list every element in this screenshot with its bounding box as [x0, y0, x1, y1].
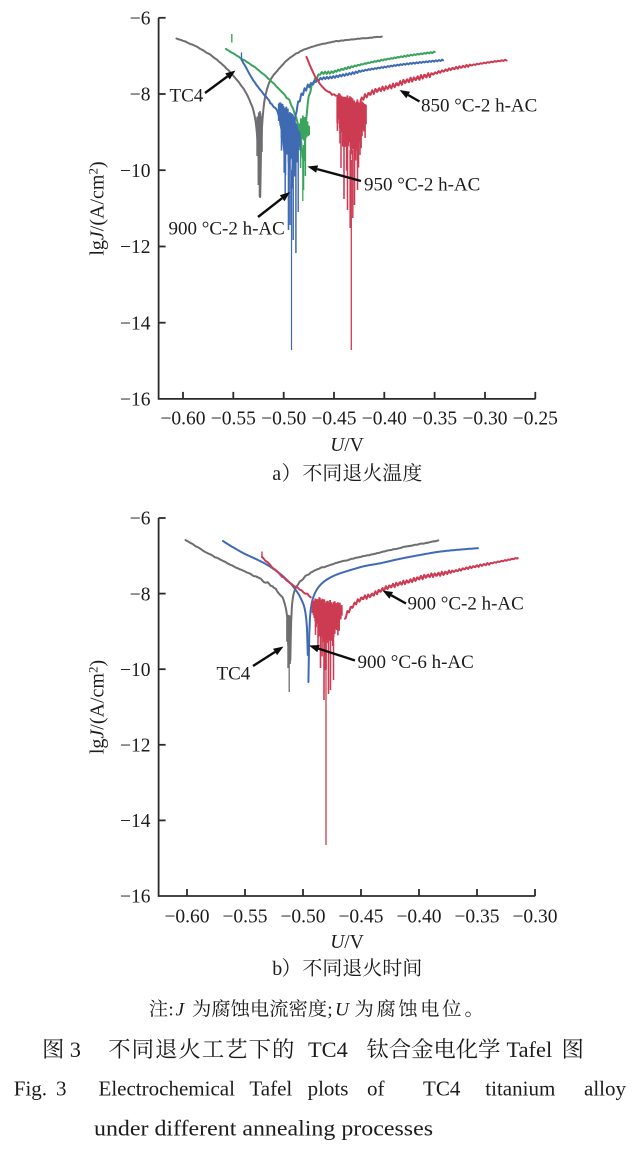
svg-text:U/V: U/V — [330, 435, 364, 456]
svg-text:−0.35: −0.35 — [454, 907, 499, 928]
svg-text:−0.60: −0.60 — [160, 408, 205, 429]
svg-text:−0.40: −0.40 — [362, 408, 407, 429]
svg-text:−0.45: −0.45 — [338, 907, 383, 928]
svg-text:−8: −8 — [130, 85, 151, 106]
svg-text:900 °C-2 h-AC: 900 °C-2 h-AC — [408, 594, 524, 615]
svg-text:titanium: titanium — [485, 1077, 555, 1101]
svg-text:−0.60: −0.60 — [164, 907, 209, 928]
svg-text::: : — [168, 1000, 173, 1021]
svg-text:−12: −12 — [120, 237, 151, 258]
svg-text:−6: −6 — [130, 9, 151, 30]
svg-text:lgJ/(A/cm2): lgJ/(A/cm2) — [86, 161, 109, 255]
svg-text:Tafel: Tafel — [507, 1037, 553, 1062]
svg-text:−6: −6 — [130, 509, 151, 530]
svg-text:;: ; — [327, 1000, 332, 1021]
svg-text:Tafel: Tafel — [249, 1077, 292, 1101]
svg-text:−0.45: −0.45 — [311, 408, 356, 429]
svg-text:−10: −10 — [120, 161, 151, 182]
svg-text:−14: −14 — [120, 811, 151, 832]
svg-text:3: 3 — [70, 1037, 81, 1062]
svg-text:900 °C-2 h-AC: 900 °C-2 h-AC — [169, 219, 285, 240]
svg-text:−0.40: −0.40 — [396, 907, 441, 928]
svg-text:−0.50: −0.50 — [261, 408, 306, 429]
svg-text:850 °C-2 h-AC: 850 °C-2 h-AC — [421, 96, 537, 117]
svg-text:−16: −16 — [120, 390, 151, 411]
svg-text:3: 3 — [56, 1077, 67, 1101]
svg-text:−16: −16 — [120, 887, 151, 908]
svg-text:plots: plots — [308, 1077, 349, 1101]
svg-text:−0.50: −0.50 — [280, 907, 325, 928]
svg-text:−0.30: −0.30 — [512, 907, 557, 928]
svg-text:J: J — [176, 1000, 186, 1021]
svg-text:b: b — [272, 958, 282, 980]
svg-text:TC4: TC4 — [217, 664, 251, 685]
svg-text:U: U — [335, 1000, 350, 1021]
svg-text:−0.25: −0.25 — [513, 408, 558, 429]
svg-text:of: of — [367, 1077, 385, 1101]
svg-text:−10: −10 — [120, 660, 151, 681]
svg-text:U/V: U/V — [330, 932, 364, 953]
svg-text:−0.30: −0.30 — [462, 408, 507, 429]
svg-text:−0.35: −0.35 — [412, 408, 457, 429]
svg-text:950 °C-2 h-AC: 950 °C-2 h-AC — [364, 175, 480, 196]
svg-text:under different annealing proc: under different annealing processes — [94, 1116, 433, 1141]
svg-text:alloy: alloy — [584, 1077, 626, 1101]
svg-text:−8: −8 — [130, 584, 151, 605]
svg-text:−14: −14 — [120, 313, 151, 334]
svg-text:TC4: TC4 — [308, 1037, 348, 1062]
svg-text:−0.55: −0.55 — [211, 408, 256, 429]
svg-text:900 °C-6 h-AC: 900 °C-6 h-AC — [358, 652, 474, 673]
svg-text:Fig.: Fig. — [14, 1077, 47, 1101]
svg-text:TC4: TC4 — [170, 86, 204, 107]
svg-text:a: a — [272, 463, 281, 485]
svg-text:Electrochemical: Electrochemical — [99, 1077, 236, 1101]
svg-text:TC4: TC4 — [423, 1077, 461, 1101]
svg-text:−12: −12 — [120, 736, 151, 757]
svg-text:lgJ/(A/cm2): lgJ/(A/cm2) — [86, 660, 109, 754]
svg-text:−0.55: −0.55 — [222, 907, 267, 928]
